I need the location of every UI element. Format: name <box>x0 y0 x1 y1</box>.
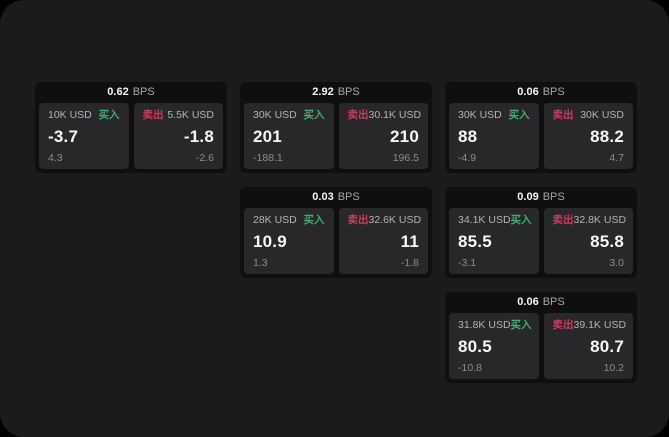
sell-notional: 30.1K USD <box>368 109 422 121</box>
buy-notional: 28K USD <box>253 214 297 226</box>
buy-side-label: 买入 <box>510 214 532 226</box>
sell-panel[interactable]: 卖出 32.8K USD 85.8 3.0 <box>543 208 633 274</box>
sell-side-label: 卖出 <box>347 214 369 226</box>
sell-panel[interactable]: 卖出 32.6K USD 11 -1.8 <box>338 208 428 274</box>
sell-side-label: 卖出 <box>552 214 574 226</box>
sell-sub-value: 4.7 <box>609 151 624 164</box>
quote-card-4: 0.09 BPS 34.1K USD 买入 85.5 -3.1 卖出 32.8K… <box>445 187 637 278</box>
sell-price: 80.7 <box>590 337 624 356</box>
sell-notional: 32.8K USD <box>573 214 627 226</box>
buy-sub-value: 1.3 <box>253 256 268 269</box>
bps-value: 0.03 <box>312 191 334 203</box>
sell-notional: 30K USD <box>580 109 624 121</box>
panels: 30K USD 买入 88 -4.9 卖出 30K USD 88.2 4.7 <box>445 103 637 173</box>
bps-value: 2.92 <box>312 86 334 98</box>
buy-price: -3.7 <box>48 127 79 146</box>
buy-sub-value: -3.1 <box>458 256 477 269</box>
quote-card-1: 2.92 BPS 30K USD 买入 201 -188.1 卖出 30.1K … <box>240 82 432 173</box>
card-header: 0.62 BPS <box>35 82 227 103</box>
buy-price: 85.5 <box>458 232 492 251</box>
buy-panel[interactable]: 30K USD 买入 201 -188.1 <box>244 103 334 169</box>
panels: 10K USD 买入 -3.7 4.3 卖出 5.5K USD -1.8 -2.… <box>35 103 227 173</box>
buy-panel[interactable]: 10K USD 买入 -3.7 4.3 <box>39 103 129 169</box>
card-header: 0.06 BPS <box>445 82 637 103</box>
bps-unit-label: BPS <box>542 296 565 308</box>
bps-unit-label: BPS <box>337 191 360 203</box>
panels: 34.1K USD 买入 85.5 -3.1 卖出 32.8K USD 85.8… <box>445 208 637 278</box>
buy-side-label: 买入 <box>303 109 325 121</box>
buy-panel[interactable]: 34.1K USD 买入 85.5 -3.1 <box>449 208 539 274</box>
bps-value: 0.06 <box>517 296 539 308</box>
buy-notional: 34.1K USD <box>458 214 511 226</box>
sell-panel[interactable]: 卖出 30K USD 88.2 4.7 <box>543 103 633 169</box>
sell-side-label: 卖出 <box>347 109 369 121</box>
buy-notional: 10K USD <box>48 109 92 121</box>
sell-price: 11 <box>400 232 419 251</box>
buy-panel[interactable]: 30K USD 买入 88 -4.9 <box>449 103 539 169</box>
sell-price: 88.2 <box>590 127 624 146</box>
bps-value: 0.06 <box>517 86 539 98</box>
buy-panel[interactable]: 31.8K USD 买入 80.5 -10.8 <box>449 313 539 379</box>
sell-price: -1.8 <box>183 127 214 146</box>
sell-side-label: 卖出 <box>142 109 164 121</box>
buy-side-label: 买入 <box>510 319 532 331</box>
panels: 30K USD 买入 201 -188.1 卖出 30.1K USD 210 1… <box>240 103 432 173</box>
bps-unit-label: BPS <box>337 86 360 98</box>
buy-sub-value: -10.8 <box>458 361 482 374</box>
card-header: 0.03 BPS <box>240 187 432 208</box>
sell-sub-value: 10.2 <box>603 361 624 374</box>
buy-side-label: 买入 <box>508 109 530 121</box>
bps-value: 0.62 <box>107 86 129 98</box>
buy-sub-value: -188.1 <box>253 151 283 164</box>
buy-side-label: 买入 <box>98 109 120 121</box>
sell-sub-value: -2.6 <box>195 151 214 164</box>
sell-notional: 5.5K USD <box>167 109 214 121</box>
buy-sub-value: -4.9 <box>458 151 477 164</box>
sell-panel[interactable]: 卖出 30.1K USD 210 196.5 <box>338 103 428 169</box>
buy-notional: 30K USD <box>253 109 297 121</box>
buy-price: 88 <box>458 127 478 146</box>
quote-card-2: 0.06 BPS 30K USD 买入 88 -4.9 卖出 30K USD 8… <box>445 82 637 173</box>
sell-sub-value: 3.0 <box>609 256 624 269</box>
sell-price: 210 <box>390 127 419 146</box>
buy-panel[interactable]: 28K USD 买入 10.9 1.3 <box>244 208 334 274</box>
sell-panel[interactable]: 卖出 5.5K USD -1.8 -2.6 <box>133 103 223 169</box>
buy-price: 10.9 <box>253 232 287 251</box>
bps-value: 0.09 <box>517 191 539 203</box>
card-header: 2.92 BPS <box>240 82 432 103</box>
sell-notional: 39.1K USD <box>573 319 627 331</box>
bps-unit-label: BPS <box>542 86 565 98</box>
buy-notional: 31.8K USD <box>458 319 511 331</box>
bps-unit-label: BPS <box>542 191 565 203</box>
quote-card-5: 0.06 BPS 31.8K USD 买入 80.5 -10.8 卖出 39.1… <box>445 292 637 383</box>
sell-sub-value: 196.5 <box>392 151 419 164</box>
buy-price: 201 <box>253 127 282 146</box>
buy-sub-value: 4.3 <box>48 151 63 164</box>
quote-card-3: 0.03 BPS 28K USD 买入 10.9 1.3 卖出 32.6K US… <box>240 187 432 278</box>
card-header: 0.09 BPS <box>445 187 637 208</box>
panels: 31.8K USD 买入 80.5 -10.8 卖出 39.1K USD 80.… <box>445 313 637 383</box>
card-header: 0.06 BPS <box>445 292 637 313</box>
bps-unit-label: BPS <box>132 86 155 98</box>
buy-notional: 30K USD <box>458 109 502 121</box>
sell-sub-value: -1.8 <box>400 256 419 269</box>
sell-side-label: 卖出 <box>552 319 574 331</box>
sell-notional: 32.6K USD <box>368 214 422 226</box>
quote-card-0: 0.62 BPS 10K USD 买入 -3.7 4.3 卖出 5.5K USD… <box>35 82 227 173</box>
buy-price: 80.5 <box>458 337 492 356</box>
sell-price: 85.8 <box>590 232 624 251</box>
buy-side-label: 买入 <box>303 214 325 226</box>
sell-side-label: 卖出 <box>552 109 574 121</box>
panels: 28K USD 买入 10.9 1.3 卖出 32.6K USD 11 -1.8 <box>240 208 432 278</box>
sell-panel[interactable]: 卖出 39.1K USD 80.7 10.2 <box>543 313 633 379</box>
